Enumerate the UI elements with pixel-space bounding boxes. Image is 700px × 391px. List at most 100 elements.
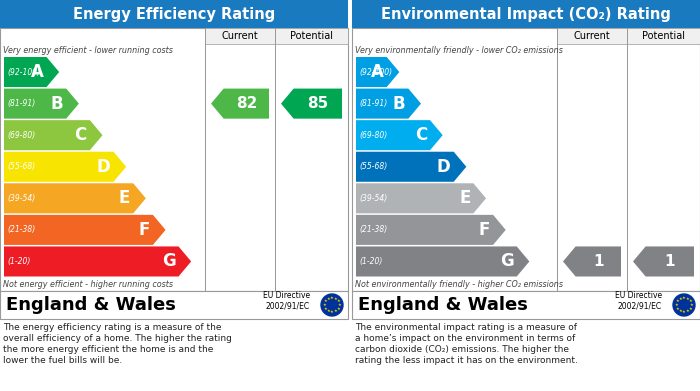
Text: Potential: Potential bbox=[290, 31, 333, 41]
Text: ★: ★ bbox=[336, 307, 340, 310]
Text: G: G bbox=[162, 253, 176, 271]
Text: ★: ★ bbox=[676, 307, 680, 310]
Polygon shape bbox=[211, 89, 269, 118]
Text: F: F bbox=[139, 221, 150, 239]
Text: Not energy efficient - higher running costs: Not energy efficient - higher running co… bbox=[3, 280, 173, 289]
Polygon shape bbox=[4, 89, 79, 118]
Bar bbox=[627, 28, 628, 291]
Text: B: B bbox=[393, 95, 405, 113]
Polygon shape bbox=[356, 57, 399, 87]
Text: EU Directive
2002/91/EC: EU Directive 2002/91/EC bbox=[615, 291, 662, 311]
Text: ★: ★ bbox=[334, 309, 337, 313]
Polygon shape bbox=[633, 246, 694, 276]
Text: C: C bbox=[415, 126, 427, 144]
Text: E: E bbox=[119, 189, 130, 207]
Text: E: E bbox=[459, 189, 470, 207]
Polygon shape bbox=[563, 246, 621, 276]
Text: 1: 1 bbox=[664, 254, 675, 269]
Polygon shape bbox=[356, 183, 486, 213]
Text: (21-38): (21-38) bbox=[7, 225, 35, 234]
Text: ★: ★ bbox=[686, 297, 690, 301]
Text: B: B bbox=[50, 95, 63, 113]
Bar bbox=[205, 28, 275, 44]
Text: 85: 85 bbox=[307, 96, 328, 111]
Circle shape bbox=[673, 294, 695, 316]
Text: Very environmentally friendly - lower CO₂ emissions: Very environmentally friendly - lower CO… bbox=[355, 46, 563, 55]
Text: England & Wales: England & Wales bbox=[358, 296, 528, 314]
Text: ★: ★ bbox=[686, 309, 690, 313]
Bar bbox=[0, 291, 348, 319]
Text: (1-20): (1-20) bbox=[359, 257, 382, 266]
Text: a home’s impact on the environment in terms of: a home’s impact on the environment in te… bbox=[355, 334, 575, 343]
Text: EU Directive
2002/91/EC: EU Directive 2002/91/EC bbox=[263, 291, 310, 311]
Text: England & Wales: England & Wales bbox=[6, 296, 176, 314]
Polygon shape bbox=[4, 183, 146, 213]
Text: lower the fuel bills will be.: lower the fuel bills will be. bbox=[3, 356, 122, 365]
Text: The energy efficiency rating is a measure of the: The energy efficiency rating is a measur… bbox=[3, 323, 221, 332]
Text: Environmental Impact (CO₂) Rating: Environmental Impact (CO₂) Rating bbox=[381, 7, 671, 22]
Text: ★: ★ bbox=[690, 303, 693, 307]
Bar bbox=[205, 28, 206, 291]
Text: (39-54): (39-54) bbox=[7, 194, 35, 203]
Text: ★: ★ bbox=[326, 309, 330, 313]
Text: ★: ★ bbox=[682, 310, 686, 314]
Polygon shape bbox=[356, 246, 529, 276]
Polygon shape bbox=[281, 89, 342, 118]
Text: D: D bbox=[437, 158, 451, 176]
Bar bbox=[275, 28, 348, 44]
Polygon shape bbox=[4, 57, 60, 87]
Text: rating the less impact it has on the environment.: rating the less impact it has on the env… bbox=[355, 356, 578, 365]
Text: D: D bbox=[97, 158, 111, 176]
Text: Very energy efficient - lower running costs: Very energy efficient - lower running co… bbox=[3, 46, 173, 55]
Text: (69-80): (69-80) bbox=[7, 131, 35, 140]
Bar bbox=[275, 28, 276, 291]
Text: ★: ★ bbox=[334, 297, 337, 301]
Bar bbox=[557, 28, 627, 44]
Circle shape bbox=[321, 294, 343, 316]
Text: ★: ★ bbox=[675, 303, 679, 307]
Text: Energy Efficiency Rating: Energy Efficiency Rating bbox=[73, 7, 275, 22]
Text: A: A bbox=[371, 63, 384, 81]
Text: ★: ★ bbox=[337, 303, 341, 307]
Text: Not environmentally friendly - higher CO₂ emissions: Not environmentally friendly - higher CO… bbox=[355, 280, 563, 289]
Bar bbox=[557, 28, 558, 291]
Text: The environmental impact rating is a measure of: The environmental impact rating is a mea… bbox=[355, 323, 577, 332]
Text: Current: Current bbox=[573, 31, 610, 41]
Text: 1: 1 bbox=[593, 254, 603, 269]
Bar bbox=[352, 291, 700, 319]
Text: ★: ★ bbox=[678, 309, 682, 313]
Bar bbox=[0, 0, 348, 28]
Text: F: F bbox=[479, 221, 490, 239]
Text: (39-54): (39-54) bbox=[359, 194, 387, 203]
Text: ★: ★ bbox=[682, 296, 686, 300]
Bar bbox=[627, 28, 700, 44]
Text: G: G bbox=[500, 253, 514, 271]
Polygon shape bbox=[4, 152, 126, 182]
Text: ★: ★ bbox=[336, 300, 340, 303]
Text: (21-38): (21-38) bbox=[359, 225, 387, 234]
Text: A: A bbox=[31, 63, 43, 81]
Polygon shape bbox=[356, 89, 421, 118]
Text: ★: ★ bbox=[330, 296, 334, 300]
Text: carbon dioxide (CO₂) emissions. The higher the: carbon dioxide (CO₂) emissions. The high… bbox=[355, 345, 569, 354]
Bar bbox=[352, 0, 700, 28]
Text: ★: ★ bbox=[324, 300, 328, 303]
Text: (55-68): (55-68) bbox=[7, 162, 35, 171]
Polygon shape bbox=[356, 120, 442, 150]
Text: (92-100): (92-100) bbox=[359, 68, 392, 77]
Polygon shape bbox=[356, 215, 505, 245]
Bar bbox=[0, 28, 348, 291]
Text: (92-100): (92-100) bbox=[7, 68, 40, 77]
Polygon shape bbox=[4, 215, 165, 245]
Text: ★: ★ bbox=[676, 300, 680, 303]
Text: ★: ★ bbox=[330, 310, 334, 314]
Text: (81-91): (81-91) bbox=[359, 99, 387, 108]
Text: ★: ★ bbox=[678, 297, 682, 301]
Text: (1-20): (1-20) bbox=[7, 257, 30, 266]
Text: ★: ★ bbox=[324, 307, 328, 310]
Text: ★: ★ bbox=[688, 300, 692, 303]
Text: ★: ★ bbox=[323, 303, 327, 307]
Text: Potential: Potential bbox=[642, 31, 685, 41]
Text: (81-91): (81-91) bbox=[7, 99, 35, 108]
Polygon shape bbox=[4, 120, 102, 150]
